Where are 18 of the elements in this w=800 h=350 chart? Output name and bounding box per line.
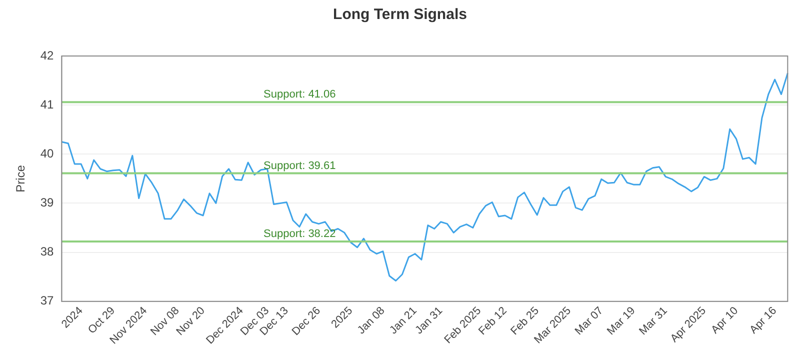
ref-line-label: Support: 41.06 [264, 88, 336, 101]
x-tick-label: Dec 26 [290, 304, 323, 338]
y-tick-label: 37 [40, 294, 54, 308]
y-tick-label: 38 [40, 244, 54, 259]
y-tick-label: 40 [40, 146, 54, 160]
ref-line-label: Support: 39.61 [264, 160, 336, 172]
y-axis-title: Price [14, 164, 28, 192]
chart-title: Long Term Signals [333, 6, 467, 24]
x-tick-label: Apr 16 [748, 304, 780, 336]
x-tick-label: Jan 08 [355, 304, 388, 337]
ref-line-label: Support: 38.22 [264, 228, 336, 240]
x-tick-label: Mar 07 [572, 304, 606, 338]
y-tick-label: 41 [40, 97, 54, 112]
x-tick-label: Mar 19 [605, 304, 638, 338]
y-tick-label: 42 [40, 48, 54, 62]
x-tick-label: Mar 31 [637, 304, 670, 338]
x-tick-label: Apr 10 [709, 304, 741, 336]
y-tick-label: 39 [40, 196, 54, 210]
